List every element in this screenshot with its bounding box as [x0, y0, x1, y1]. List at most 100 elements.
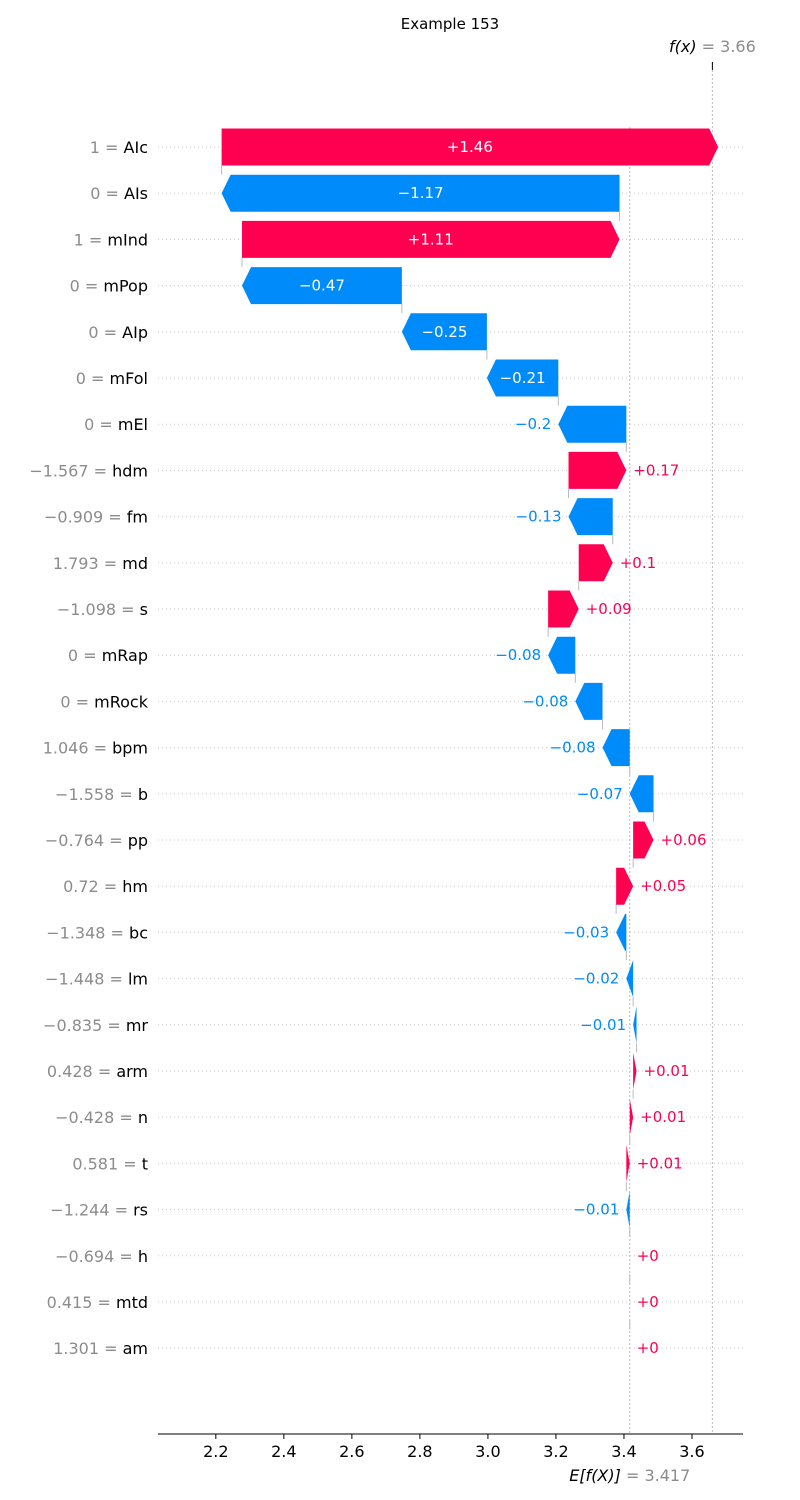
- bar-value-label-mFol: −0.21: [500, 369, 546, 387]
- feature-value: −1.244 =: [50, 1201, 133, 1220]
- x-tick-label: 2.8: [407, 1442, 432, 1461]
- bar-pp: [633, 821, 654, 859]
- bar-value-label-mInd: +1.11: [408, 230, 454, 248]
- bar-value-label-t: +0.01: [637, 1154, 683, 1172]
- feature-name: lm: [128, 970, 148, 989]
- bar-n: [629, 1098, 634, 1136]
- x-tick-label: 3.2: [543, 1442, 568, 1461]
- feature-label-mPop: 0 = mPop: [70, 277, 148, 296]
- feature-name: mPop: [103, 277, 148, 296]
- feature-label-b: −1.558 = b: [55, 785, 148, 804]
- output-annotation: f(x) = 3.66: [669, 37, 756, 56]
- bar-value-label-arm: +0.01: [644, 1062, 690, 1080]
- feature-name: hdm: [112, 461, 148, 480]
- bar-bc: [616, 913, 627, 951]
- feature-label-md: 1.793 = md: [53, 554, 148, 573]
- feature-value: 0.415 =: [47, 1293, 116, 1312]
- feature-label-s: −1.098 = s: [57, 600, 148, 619]
- feature-name: pp: [128, 831, 148, 850]
- feature-label-AIp: 0 = AIp: [88, 323, 148, 342]
- feature-value: 1 =: [90, 138, 124, 157]
- bar-value-label-bpm: −0.08: [550, 739, 596, 757]
- feature-label-h: −0.694 = h: [55, 1247, 148, 1266]
- x-axis: 2.2 2.4 2.6 2.8 3.0 3.2 3.4 3.6 E[f(X)] = 3.417: [158, 1433, 743, 1485]
- feature-label-bc: −1.348 = bc: [46, 923, 148, 942]
- feature-name: AIp: [122, 323, 148, 342]
- bar-mRap: [548, 636, 576, 674]
- bar-rs: [626, 1191, 630, 1229]
- bar-md: [578, 544, 613, 582]
- feature-name: b: [138, 785, 148, 804]
- feature-name: md: [122, 554, 148, 573]
- bar-hm: [616, 867, 634, 905]
- x-tick-label: 2.2: [203, 1442, 228, 1461]
- feature-value: −0.764 =: [45, 831, 128, 850]
- feature-label-AIc: 1 = AIc: [90, 138, 148, 157]
- feature-value: −0.428 =: [55, 1108, 138, 1127]
- feature-label-fm: −0.909 = fm: [44, 508, 148, 527]
- x-tick-label: 3.4: [611, 1442, 636, 1461]
- feature-name: mInd: [107, 230, 148, 249]
- output-value-label: f(x) = 3.66: [669, 37, 756, 56]
- bar-value-label-bc: −0.03: [563, 923, 609, 941]
- bar-value-label-s: +0.09: [586, 600, 632, 618]
- feature-name: mtd: [116, 1293, 148, 1312]
- feature-name: mEl: [118, 415, 148, 434]
- feature-name: fm: [127, 508, 148, 527]
- feature-label-mInd: 1 = mInd: [74, 230, 148, 249]
- bars: +1.46 −1.17 +1.11 −0.47 −0.25 −0.21 −0.2 +0.17 −…: [221, 128, 719, 1357]
- feature-label-lm: −1.448 = lm: [45, 970, 148, 989]
- bar-fm: [568, 498, 613, 536]
- bar-value-label-AIc: +1.46: [447, 138, 493, 156]
- bar-arm: [633, 1052, 637, 1090]
- output-value-expr: f(x): [669, 37, 702, 56]
- bar-AIp: [401, 313, 487, 351]
- bar-t: [626, 1144, 630, 1182]
- feature-label-AIs: 0 = AIs: [90, 184, 148, 203]
- feature-label-arm: 0.428 = arm: [47, 1062, 148, 1081]
- bar-value-label-mr: −0.01: [580, 1016, 626, 1034]
- feature-value: 1.301 =: [53, 1339, 122, 1358]
- chart-title: Example 153: [401, 15, 499, 33]
- x-tick-label: 2.4: [271, 1442, 296, 1461]
- feature-value: 0 =: [84, 415, 118, 434]
- feature-value: 0 =: [90, 184, 124, 203]
- bar-mEl: [558, 405, 627, 443]
- bar-value-label-mtd: +0: [637, 1293, 659, 1311]
- bar-value-label-am: +0: [637, 1339, 659, 1357]
- bar-lm: [626, 960, 634, 998]
- bar-value-label-n: +0.01: [640, 1108, 686, 1126]
- grid-lines: [158, 146, 743, 1349]
- feature-name: n: [138, 1108, 148, 1127]
- bar-value-label-pp: +0.06: [661, 831, 707, 849]
- feature-label-am: 1.301 = am: [53, 1339, 148, 1358]
- feature-value: 0 =: [68, 646, 102, 665]
- bar-value-label-mRock: −0.08: [522, 692, 568, 710]
- bar-bpm: [602, 729, 630, 767]
- x-tick-label: 2.6: [339, 1442, 364, 1461]
- feature-value: 1.793 =: [53, 554, 122, 573]
- feature-label-mRap: 0 = mRap: [68, 646, 148, 665]
- x-tick-label: 3.0: [475, 1442, 500, 1461]
- bar-value-label-h: +0: [637, 1247, 659, 1265]
- feature-label-mr: −0.835 = mr: [43, 1016, 148, 1035]
- bar-value-label-hdm: +0.17: [633, 461, 679, 479]
- bar-mFol: [486, 359, 559, 397]
- feature-value: −0.694 =: [55, 1247, 138, 1266]
- bar-b: [629, 775, 654, 813]
- feature-value: 0.72 =: [63, 877, 122, 896]
- feature-value: 0 =: [76, 369, 110, 388]
- feature-value: 0 =: [60, 692, 94, 711]
- feature-value: −0.835 =: [43, 1016, 126, 1035]
- feature-name: bc: [129, 923, 148, 942]
- base-value-expr: E[f(X)]: [569, 1466, 626, 1485]
- feature-value: 0 =: [88, 323, 122, 342]
- bar-AIs: [221, 174, 620, 212]
- feature-label-rs: −1.244 = rs: [50, 1201, 148, 1220]
- bar-value-label-mRap: −0.08: [495, 646, 541, 664]
- feature-name: AIc: [124, 138, 148, 157]
- bar-value-label-AIs: −1.17: [398, 184, 444, 202]
- bar-mRock: [575, 682, 603, 720]
- feature-label-bpm: 1.046 = bpm: [43, 739, 148, 758]
